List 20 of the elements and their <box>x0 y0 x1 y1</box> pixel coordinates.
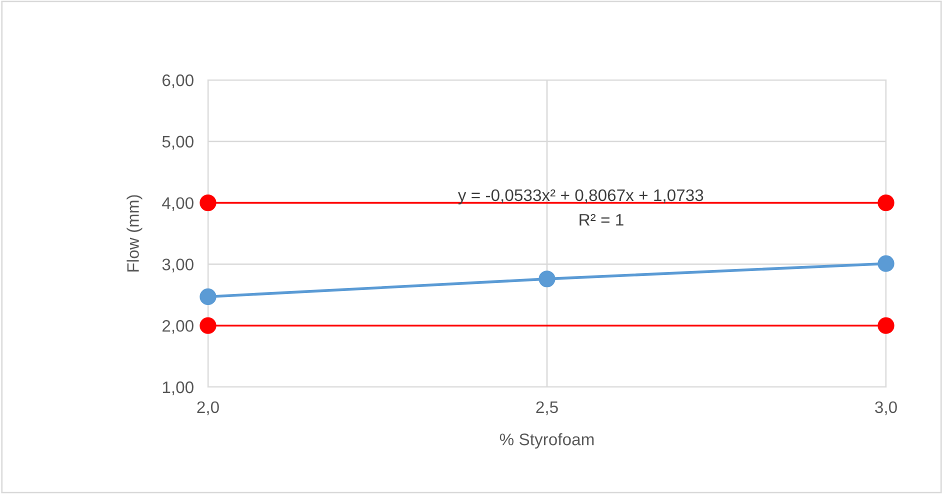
point <box>200 288 216 306</box>
annotation: R² = 1 <box>580 214 624 226</box>
y-axis-title: Flow (mm) <box>126 195 142 272</box>
x-axis-title: % Styrofoam <box>500 433 594 449</box>
x-tick-label: 2,0 <box>197 401 219 416</box>
y-tick-label: 2,00 <box>162 320 194 334</box>
y-tick-label: 5,00 <box>162 136 194 150</box>
x-tick-label: 2,5 <box>536 401 558 416</box>
x-tick-label: 3,0 <box>875 401 897 416</box>
point <box>878 194 894 212</box>
annotation: y = -0,0533x² + 0,8067x + 1,0733 <box>458 189 704 204</box>
y-tick-label: 6,00 <box>162 74 194 88</box>
y-tick-label: 1,00 <box>162 381 194 396</box>
point <box>200 194 216 212</box>
point <box>200 317 216 334</box>
y-tick-label: 4,00 <box>162 197 194 211</box>
point <box>878 317 894 334</box>
y-tick-label: 3,00 <box>162 258 194 272</box>
point <box>538 270 556 288</box>
point <box>878 255 894 272</box>
